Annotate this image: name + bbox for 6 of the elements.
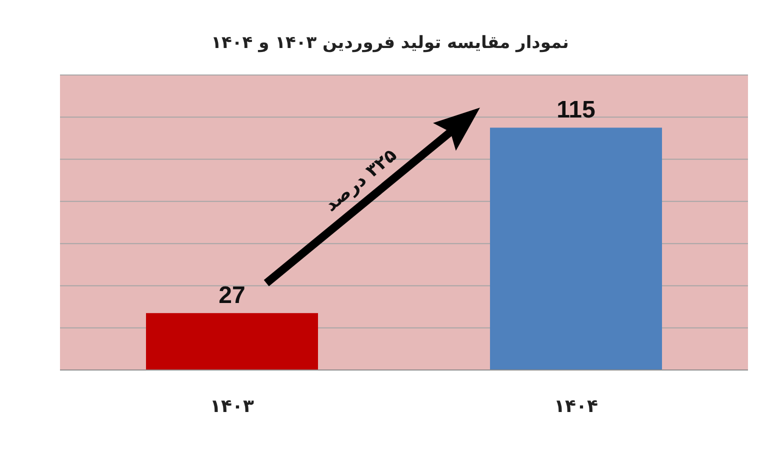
data-label: 27	[218, 282, 246, 310]
chart-title: نمودار مقایسه تولید فروردین ۱۴۰۳ و ۱۴۰۴	[211, 33, 569, 53]
x-tick-label: ۱۴۰۴	[554, 396, 598, 417]
annotation: ۳۲۵ درصد	[320, 144, 401, 216]
data-label: 115	[556, 96, 596, 124]
x-tick-label: ۱۴۰۳	[210, 396, 254, 417]
